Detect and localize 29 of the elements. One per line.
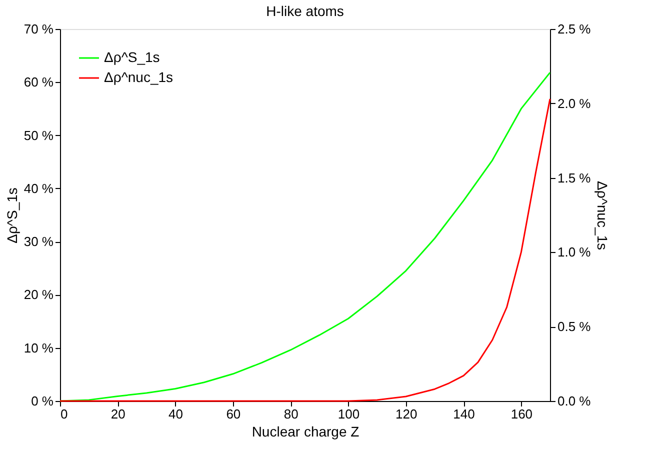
x-tick-label: 100 bbox=[338, 406, 360, 422]
y2-tick-label: 2.5 % bbox=[558, 22, 592, 36]
y2-tick-label: 0.5 % bbox=[558, 319, 592, 334]
y-tick-label: 30 % bbox=[24, 234, 54, 250]
y-tick-label: 0 % bbox=[31, 394, 54, 408]
y-tick-label: 20 % bbox=[24, 287, 54, 302]
x-tick-label: 20 bbox=[110, 406, 126, 422]
x-tick-label: 120 bbox=[396, 406, 418, 422]
x-tick-label: 80 bbox=[284, 406, 298, 422]
y2-tick-label: 2.0 % bbox=[558, 96, 592, 111]
legend-label: Δρ^nuc_1s bbox=[104, 69, 174, 85]
x-axis-title: Nuclear charge Z bbox=[252, 424, 360, 440]
y2-axis-title: Δρ^nuc_1s bbox=[594, 180, 611, 250]
y-tick-label: 50 % bbox=[24, 128, 54, 143]
legend-label: Δρ^S_1s bbox=[104, 49, 160, 65]
x-tick-label: 40 bbox=[168, 406, 184, 422]
y-tick-label: 40 % bbox=[24, 180, 54, 196]
x-tick-label: 160 bbox=[510, 406, 533, 422]
y-axis-title: Δρ^S_1s bbox=[4, 188, 20, 244]
y-tick-label: 10 % bbox=[24, 340, 54, 356]
y-tick-label: 60 % bbox=[24, 74, 54, 90]
y2-tick-label: 0.0 % bbox=[558, 394, 592, 408]
y2-tick-label: 1.5 % bbox=[558, 170, 592, 186]
x-tick-label: 60 bbox=[226, 406, 241, 422]
chart-title: H-like atoms bbox=[266, 3, 344, 19]
y2-tick-label: 1.0 % bbox=[558, 244, 592, 260]
x-tick-label: 140 bbox=[453, 406, 475, 422]
y-tick-label: 70 % bbox=[24, 22, 54, 36]
x-tick-label: 0 bbox=[60, 406, 68, 422]
